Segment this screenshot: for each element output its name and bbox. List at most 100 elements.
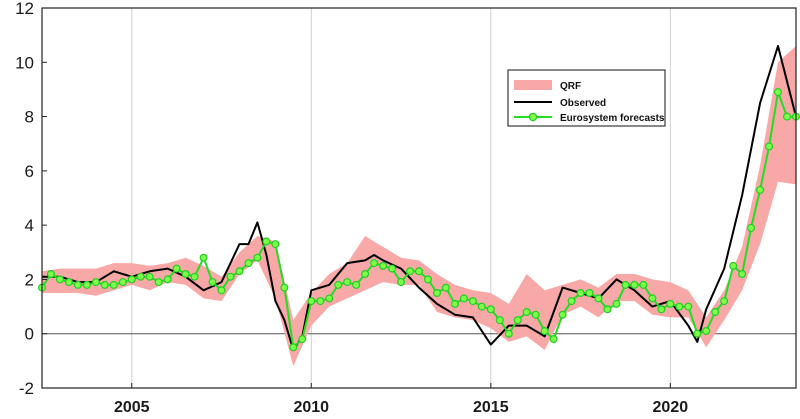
xtick-label: 2010 — [293, 399, 329, 416]
forecast-point — [675, 302, 684, 311]
forecast-point — [477, 302, 486, 311]
forecast-point — [73, 280, 82, 289]
forecast-point — [298, 335, 307, 344]
plot-frame — [41, 7, 797, 389]
forecast-point — [190, 272, 199, 281]
x-axis-ticks: 2005 2010 2015 2020 — [114, 383, 688, 416]
forecast-point — [522, 308, 531, 317]
forecast-point — [531, 310, 540, 319]
forecast-point — [603, 305, 612, 314]
forecast-point — [208, 278, 217, 287]
forecast-point — [540, 327, 549, 336]
forecast-point — [612, 299, 621, 308]
forecast-point — [226, 272, 235, 281]
forecast-point — [648, 294, 657, 303]
ytick-label: 0 — [25, 325, 34, 344]
ytick-label: 10 — [15, 53, 34, 72]
legend-label-forecast: Eurosystem forecasts — [560, 113, 665, 124]
forecast-point — [549, 335, 558, 344]
y-axis-ticks: -2 0 2 4 6 8 10 12 — [15, 0, 47, 398]
forecast-point — [334, 280, 343, 289]
legend-label-observed: Observed — [560, 98, 606, 109]
forecast-point — [666, 299, 675, 308]
forecast-point — [459, 294, 468, 303]
forecast-point — [576, 289, 585, 298]
forecast-point — [720, 297, 729, 306]
forecast-point — [271, 240, 280, 249]
forecast-point — [64, 278, 73, 287]
xtick-label: 2020 — [653, 399, 689, 416]
forecast-point — [693, 329, 702, 338]
forecast-point — [585, 289, 594, 298]
ytick-label: 2 — [25, 270, 34, 289]
gridlines — [131, 8, 671, 388]
forecast-point — [639, 280, 648, 289]
ytick-label: 8 — [25, 108, 34, 127]
forecast-point — [181, 270, 190, 279]
forecast-point — [46, 270, 55, 279]
forecast-point — [145, 272, 154, 281]
forecast-point — [630, 280, 639, 289]
forecast-point — [415, 267, 424, 276]
forecast-point — [127, 275, 136, 284]
forecast-point — [441, 283, 450, 292]
forecast-point — [558, 310, 567, 319]
forecast-point — [154, 278, 163, 287]
forecast-point — [406, 267, 415, 276]
forecast-point — [316, 297, 325, 306]
forecast-point — [756, 185, 765, 194]
forecast-point — [397, 278, 406, 287]
forecast-point — [594, 294, 603, 303]
forecast-point — [738, 270, 747, 279]
forecast-point — [433, 289, 442, 298]
forecast-point — [513, 316, 522, 325]
legend-swatch-qrf — [514, 80, 552, 90]
forecast-point — [504, 329, 513, 338]
forecast-point — [684, 302, 693, 311]
qrf-band-layer — [42, 46, 796, 367]
forecast-point — [118, 278, 127, 287]
legend-label-qrf: QRF — [560, 81, 581, 92]
forecast-point — [773, 88, 782, 97]
forecast-point — [352, 280, 361, 289]
forecast-point — [262, 237, 271, 246]
forecast-point — [172, 264, 181, 273]
forecast-point — [361, 270, 370, 279]
forecast-point — [567, 297, 576, 306]
forecast-point — [711, 308, 720, 317]
forecast-point — [280, 283, 289, 292]
forecast-point — [468, 297, 477, 306]
forecast-point — [307, 297, 316, 306]
forecast-point — [388, 264, 397, 273]
forecast-point — [100, 280, 109, 289]
forecast-point — [55, 275, 64, 284]
forecast-point — [343, 278, 352, 287]
forecast-point — [370, 259, 379, 268]
forecast-point — [217, 286, 226, 295]
legend: QRF Observed Eurosystem forecasts — [507, 69, 666, 127]
forecast-point — [244, 259, 253, 268]
ytick-label: 12 — [15, 0, 34, 18]
qrf-band — [42, 46, 796, 367]
ytick-label: 6 — [25, 162, 34, 181]
forecast-point — [729, 261, 738, 270]
forecast-point — [91, 278, 100, 287]
ytick-label: -2 — [19, 379, 34, 398]
forecast-point — [495, 316, 504, 325]
forecast-point — [109, 280, 118, 289]
forecast-point — [782, 112, 791, 121]
forecast-point — [235, 267, 244, 276]
forecast-line-layer — [37, 88, 800, 352]
forecast-point — [82, 280, 91, 289]
forecast-point — [253, 253, 262, 262]
legend-swatch-forecast-marker — [528, 112, 538, 122]
forecast-point — [163, 275, 172, 284]
forecast-point — [289, 343, 298, 352]
forecast-point — [747, 223, 756, 232]
forecast-point — [424, 275, 433, 284]
forecast-point — [379, 261, 388, 270]
forecast-point — [702, 327, 711, 336]
forecast-point — [765, 142, 774, 151]
forecast-point — [621, 280, 630, 289]
